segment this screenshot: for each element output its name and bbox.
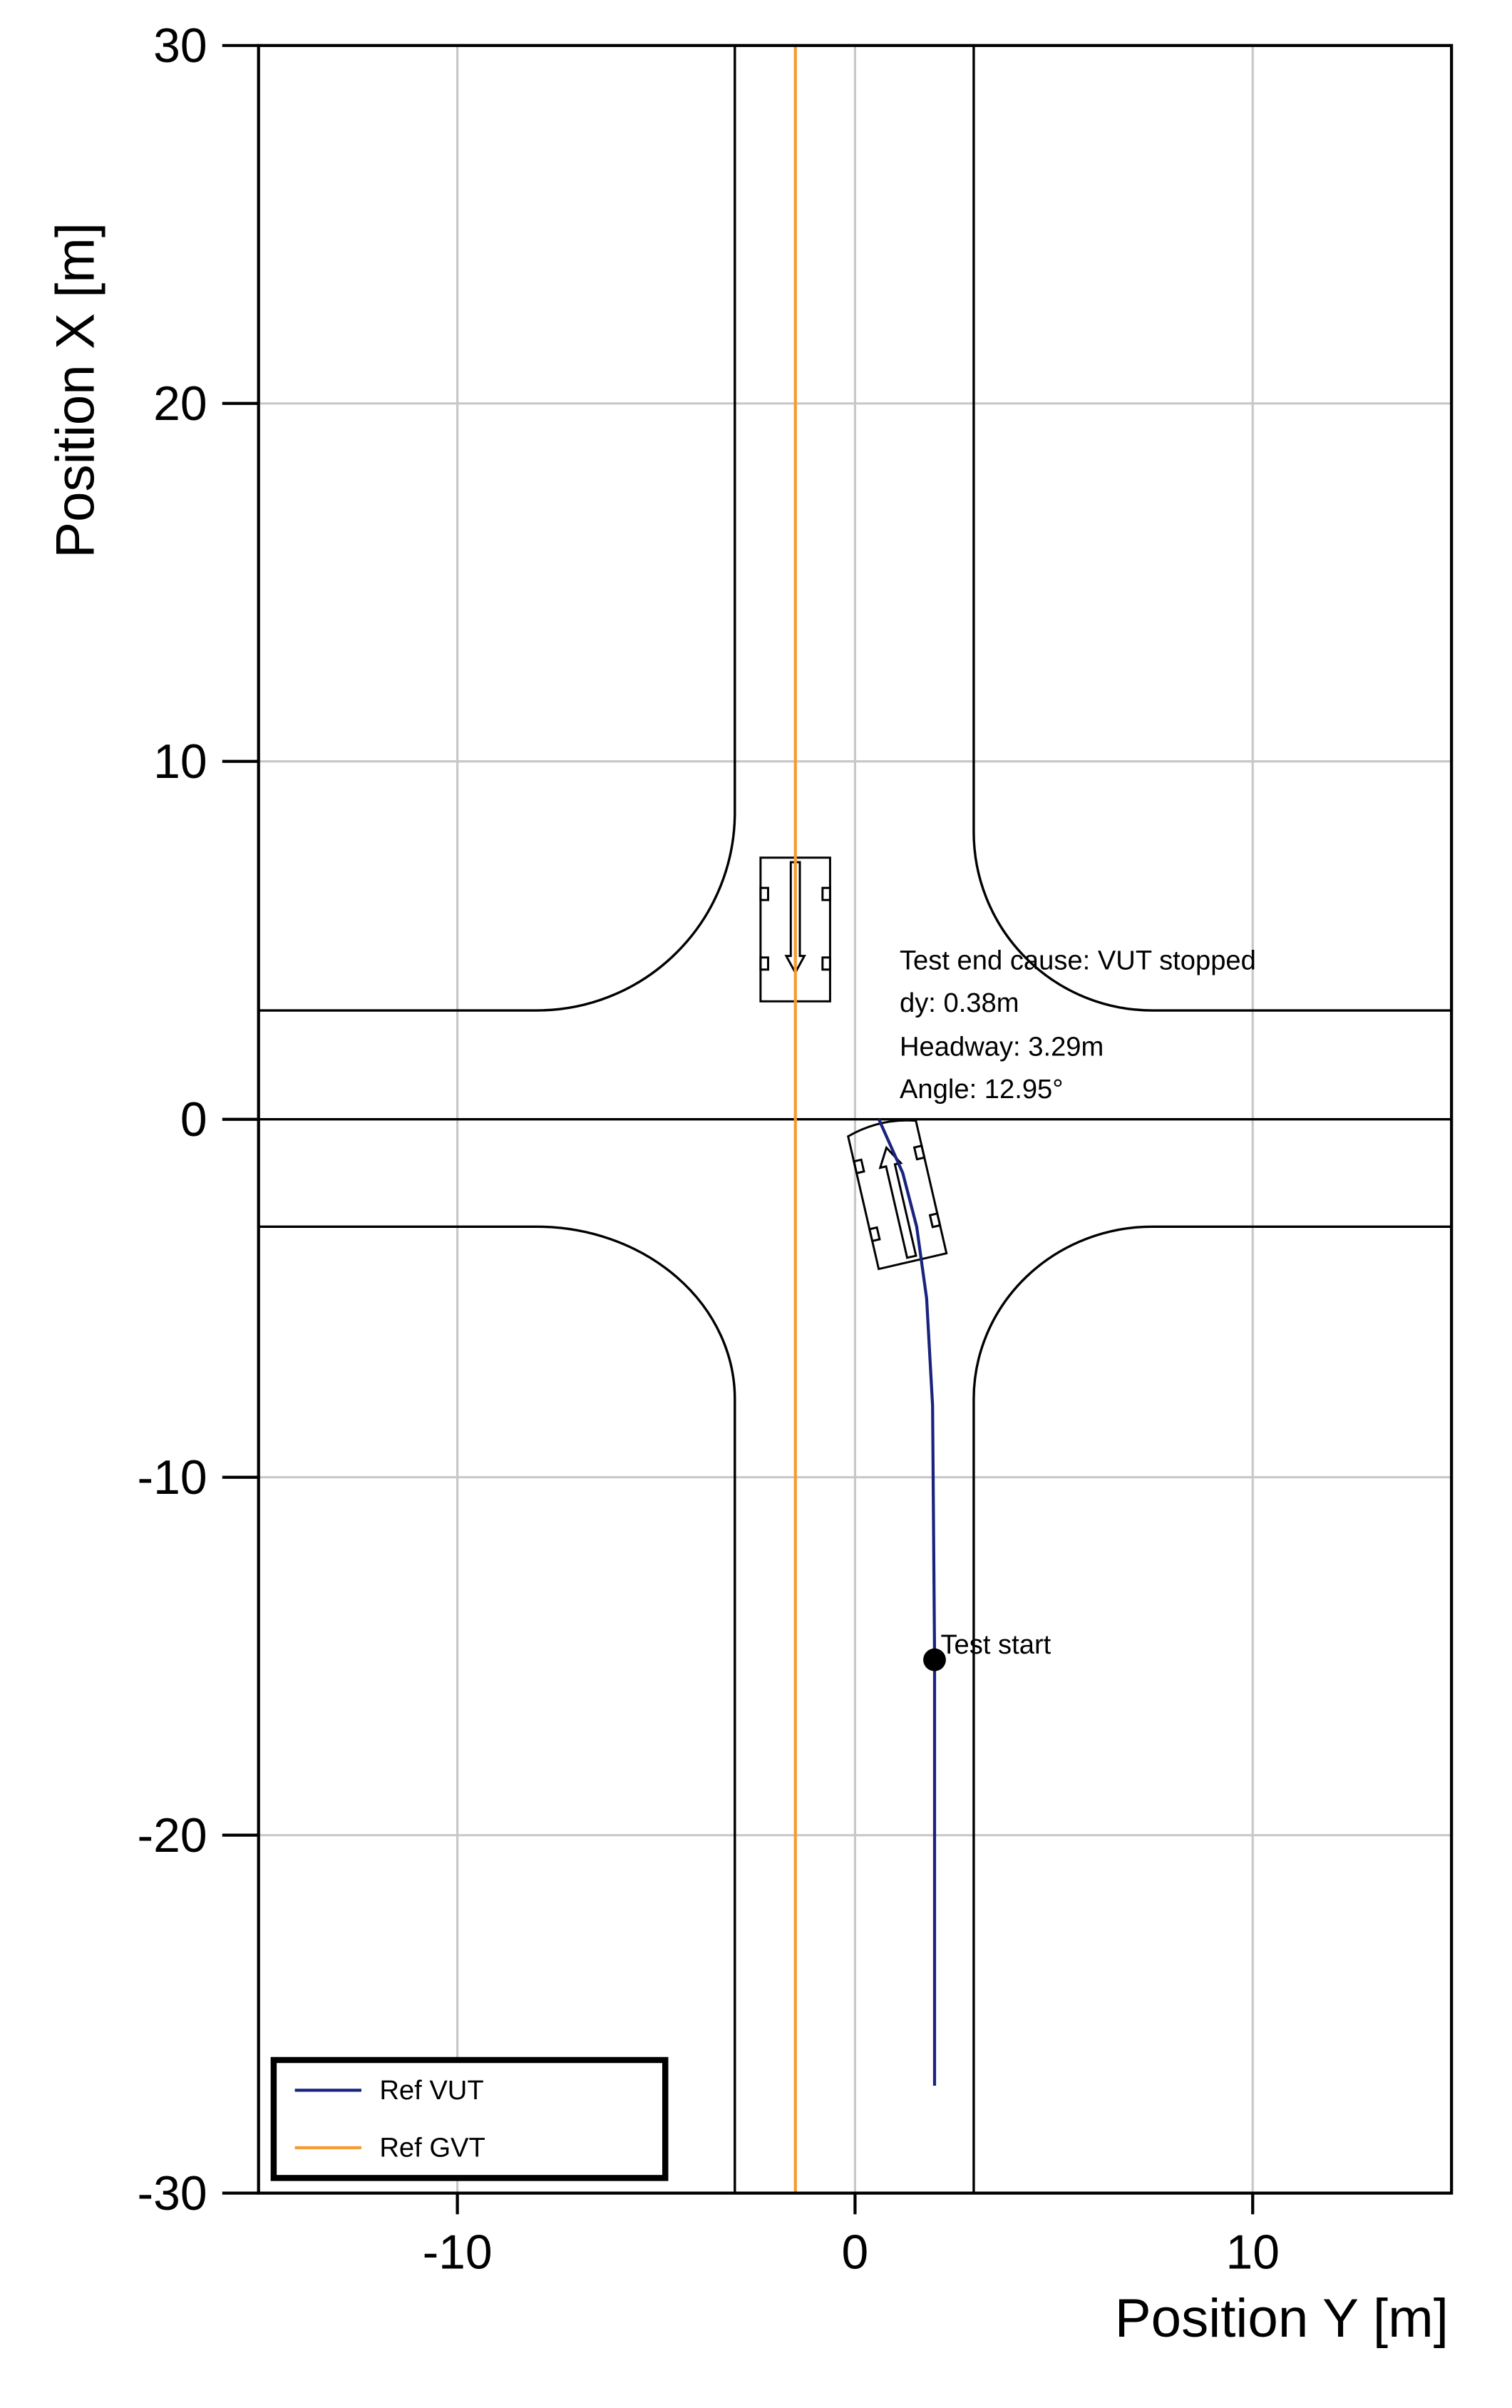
- road-edge: [972, 45, 1452, 1012]
- y-tick-label: -10: [137, 1451, 207, 1505]
- annotation: Test end cause: VUT stopped: [900, 946, 1256, 976]
- event-label: Test start: [940, 1629, 1051, 1660]
- y-tick-label: 20: [153, 377, 207, 431]
- road: [258, 45, 1452, 2193]
- legend-label: Ref GVT: [379, 2133, 485, 2163]
- series: [793, 45, 946, 2193]
- road-edge: [258, 45, 736, 1012]
- x-tick-label: 10: [1226, 2226, 1280, 2280]
- road-edge: [972, 1225, 1452, 2193]
- y-tick-label: 0: [180, 1093, 207, 1147]
- x-tick-label: 0: [842, 2226, 869, 2280]
- y-tick-label: 10: [153, 735, 207, 789]
- annotation: Angle: 12.95°: [900, 1074, 1064, 1105]
- series-line: [877, 1118, 937, 2086]
- y-tick-label: 30: [153, 19, 207, 73]
- y-axis-label: Position X [m]: [46, 222, 106, 558]
- legend-label: Ref VUT: [379, 2075, 483, 2106]
- road-edge: [258, 1225, 736, 2193]
- legend: Ref VUT Ref GVT: [270, 2056, 669, 2181]
- y-tick-label: -30: [137, 2167, 207, 2220]
- x-axis-label: Position Y [m]: [1115, 2288, 1449, 2349]
- annotation: dy: 0.38m: [900, 988, 1019, 1018]
- x-tick-label: -10: [423, 2226, 493, 2280]
- event-point: [923, 1648, 946, 1671]
- legend-box: [270, 2056, 669, 2181]
- vut-vehicle: [847, 1119, 948, 1271]
- annotation: Headway: 3.29m: [900, 1032, 1104, 1062]
- y-tick-label: -20: [137, 1809, 207, 1863]
